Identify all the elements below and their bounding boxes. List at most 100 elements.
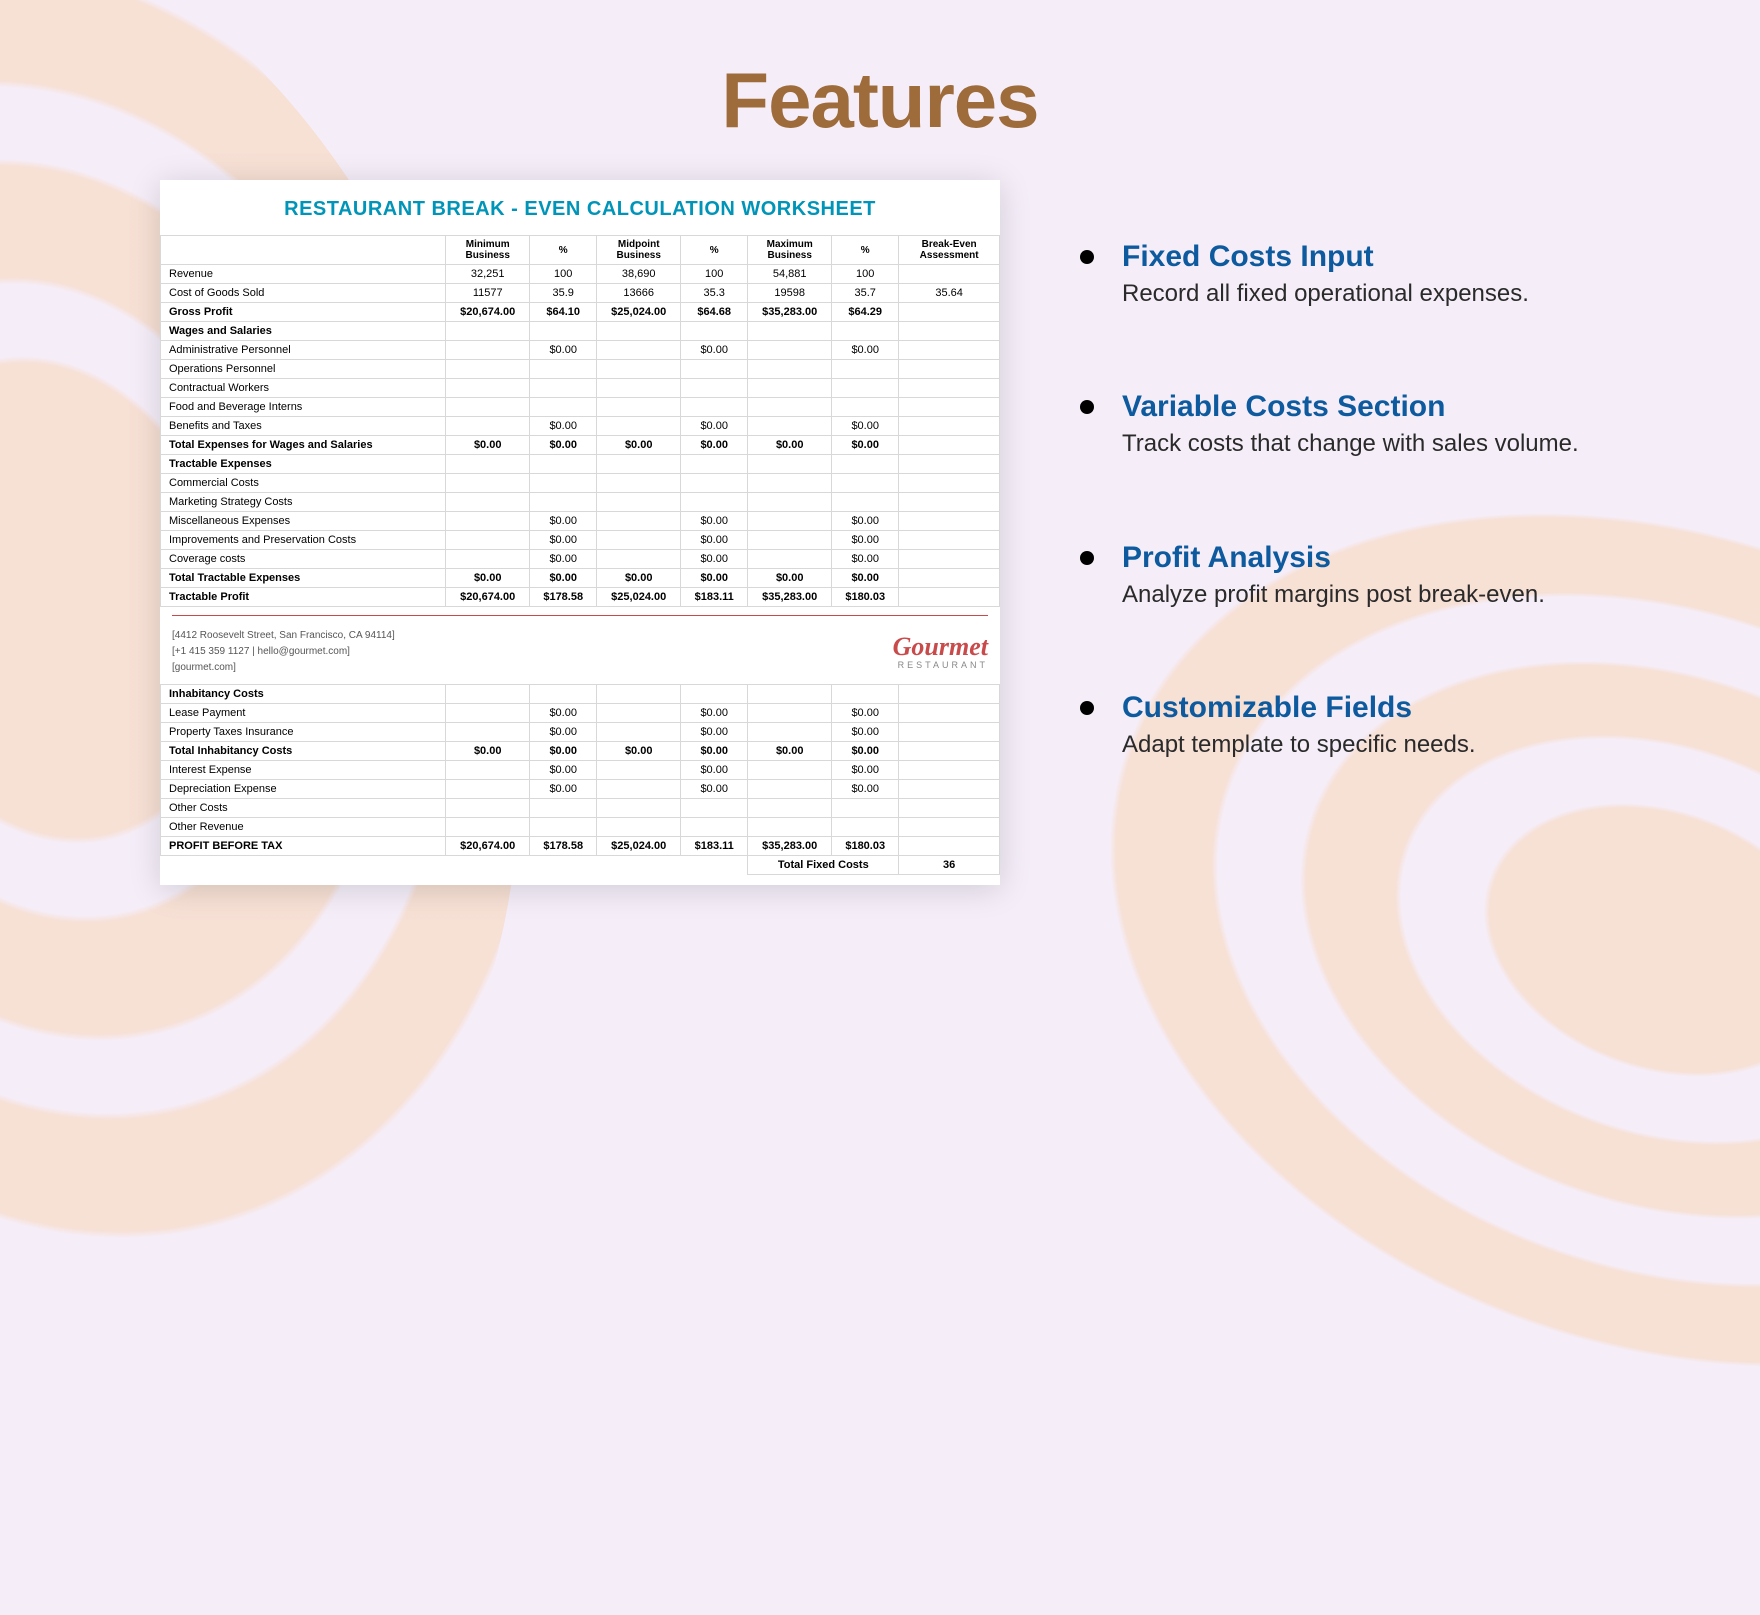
feature-desc: Track costs that change with sales volum… [1122, 428, 1579, 460]
cell [446, 818, 530, 837]
cell: $183.11 [681, 837, 748, 856]
cell [832, 360, 899, 379]
cell: $0.00 [748, 742, 832, 761]
cell [899, 265, 1000, 284]
cell: $0.00 [597, 569, 681, 588]
cell [446, 704, 530, 723]
cell [748, 417, 832, 436]
row-label: Gross Profit [161, 303, 446, 322]
cell [446, 398, 530, 417]
cell: $0.00 [530, 742, 597, 761]
cell: $0.00 [681, 704, 748, 723]
total-fixed-costs-row: Total Fixed Costs 36 [161, 856, 1000, 875]
cell [681, 474, 748, 493]
cell [530, 322, 597, 341]
table-row: Total Inhabitancy Costs$0.00$0.00$0.00$0… [161, 742, 1000, 761]
cell [899, 322, 1000, 341]
cell [681, 398, 748, 417]
cell: $0.00 [681, 417, 748, 436]
table-row: Operations Personnel [161, 360, 1000, 379]
feature-desc: Record all fixed operational expenses. [1122, 278, 1529, 310]
cell [530, 818, 597, 837]
cell [748, 550, 832, 569]
feature-desc: Adapt template to specific needs. [1122, 729, 1476, 761]
row-label: Operations Personnel [161, 360, 446, 379]
cell [597, 493, 681, 512]
cell [748, 761, 832, 780]
cell [899, 550, 1000, 569]
cell [681, 379, 748, 398]
cell [530, 360, 597, 379]
cell [832, 685, 899, 704]
cell [899, 341, 1000, 360]
worksheet-table-1: Minimum Business % Midpoint Business % M… [160, 235, 1000, 607]
cell [748, 474, 832, 493]
footer-website: [gourmet.com] [172, 660, 395, 676]
cell [899, 493, 1000, 512]
footer-info: [4412 Roosevelt Street, San Francisco, C… [172, 628, 395, 676]
row-label: Miscellaneous Expenses [161, 512, 446, 531]
cell [530, 398, 597, 417]
cell [446, 512, 530, 531]
cell: $180.03 [832, 588, 899, 607]
cell: $20,674.00 [446, 588, 530, 607]
table-row: Wages and Salaries [161, 322, 1000, 341]
row-label: Administrative Personnel [161, 341, 446, 360]
row-label: Food and Beverage Interns [161, 398, 446, 417]
cell [899, 704, 1000, 723]
cell [597, 780, 681, 799]
cell: 100 [832, 265, 899, 284]
col-mid-pct: % [681, 236, 748, 265]
cell [530, 379, 597, 398]
cell [446, 493, 530, 512]
cell: $0.00 [530, 569, 597, 588]
cell [597, 512, 681, 531]
cell [899, 417, 1000, 436]
row-label: Total Expenses for Wages and Salaries [161, 436, 446, 455]
cell: 100 [530, 265, 597, 284]
cell: $0.00 [681, 742, 748, 761]
cell [832, 322, 899, 341]
cell [446, 799, 530, 818]
cell: $0.00 [681, 341, 748, 360]
cell: $0.00 [832, 417, 899, 436]
table-row: Other Revenue [161, 818, 1000, 837]
logo-main: Gourmet [893, 634, 988, 660]
table-row: Property Taxes Insurance$0.00$0.00$0.00 [161, 723, 1000, 742]
cell: $64.29 [832, 303, 899, 322]
cell [748, 704, 832, 723]
cell: $0.00 [681, 723, 748, 742]
cell: $0.00 [530, 550, 597, 569]
cell: $0.00 [530, 341, 597, 360]
col-break-even: Break-Even Assessment [899, 236, 1000, 265]
table-row: Tractable Profit$20,674.00$178.58$25,024… [161, 588, 1000, 607]
row-label: Contractual Workers [161, 379, 446, 398]
cell [681, 799, 748, 818]
cell [748, 493, 832, 512]
row-label: Tractable Profit [161, 588, 446, 607]
cell: $0.00 [597, 436, 681, 455]
footer-phone-email: [+1 415 359 1127 | hello@gourmet.com] [172, 644, 395, 660]
cell [446, 780, 530, 799]
cell: $64.68 [681, 303, 748, 322]
row-label: Wages and Salaries [161, 322, 446, 341]
page-title: Features [0, 55, 1760, 146]
cell [899, 569, 1000, 588]
col-max: Maximum Business [748, 236, 832, 265]
cell [597, 761, 681, 780]
row-label: Inhabitancy Costs [161, 685, 446, 704]
footer-address: [4412 Roosevelt Street, San Francisco, C… [172, 628, 395, 644]
cell: $0.00 [446, 436, 530, 455]
cell: $0.00 [832, 704, 899, 723]
cell: $0.00 [681, 436, 748, 455]
cell: $0.00 [530, 723, 597, 742]
cell [748, 512, 832, 531]
row-label: Interest Expense [161, 761, 446, 780]
cell [597, 341, 681, 360]
cell [899, 303, 1000, 322]
bullet-icon [1080, 400, 1094, 414]
cell [681, 322, 748, 341]
cell: $0.00 [530, 780, 597, 799]
row-label: Cost of Goods Sold [161, 284, 446, 303]
cell [446, 341, 530, 360]
